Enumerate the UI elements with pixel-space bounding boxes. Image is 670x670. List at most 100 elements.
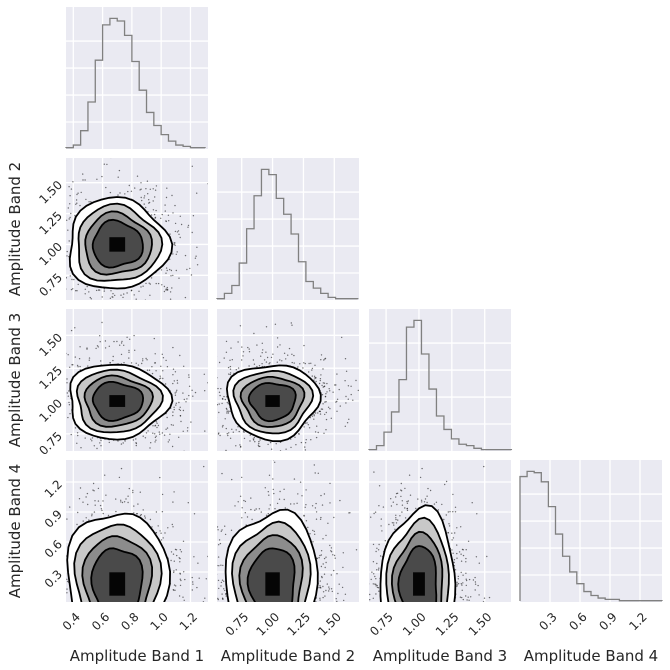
scatter-point (179, 549, 181, 551)
scatter-point (149, 188, 151, 190)
scatter-point (86, 347, 88, 349)
scatter-point (313, 464, 315, 466)
scatter-point (232, 431, 234, 433)
scatter-point (217, 416, 218, 418)
scatter-point (322, 596, 324, 599)
scatter-point (486, 555, 488, 558)
scatter-point (352, 399, 354, 401)
scatter-point (294, 436, 296, 438)
scatter-point (27, 573, 28, 574)
scatter-point (214, 592, 215, 593)
scatter-point (325, 411, 327, 414)
scatter-point (215, 527, 216, 528)
scatter-point (123, 293, 125, 295)
scatter-point (219, 434, 221, 437)
scatter-point (308, 371, 310, 373)
scatter-point (171, 194, 173, 197)
scatter-point (61, 587, 62, 588)
scatter-point (325, 393, 327, 395)
scatter-point (160, 539, 163, 541)
scatter-point (152, 209, 155, 211)
scatter-point (59, 239, 60, 240)
scatter-point (216, 587, 217, 588)
scatter-point (193, 556, 195, 558)
scatter-point (217, 433, 220, 435)
scatter-point (241, 517, 243, 519)
scatter-point (345, 395, 347, 398)
scatter-point (322, 563, 324, 565)
scatter-point (214, 396, 215, 397)
scatter-point (154, 441, 156, 443)
scatter-point (127, 190, 129, 193)
scatter-point (51, 599, 52, 600)
scatter-point (133, 512, 135, 514)
scatter-point (355, 549, 358, 551)
scatter-point (218, 403, 220, 405)
scatter-point (183, 571, 185, 573)
scatter-point (69, 413, 71, 415)
scatter-point (311, 415, 314, 417)
scatter-point (64, 220, 65, 221)
scatter-point (350, 385, 352, 387)
scatter-point (151, 366, 153, 368)
scatter-point (166, 288, 169, 291)
scatter-point (229, 437, 232, 439)
scatter-point (293, 478, 296, 480)
scatter-point (128, 357, 130, 359)
scatter-point (192, 583, 194, 585)
scatter-point (393, 522, 395, 524)
scatter-point (222, 424, 224, 427)
scatter-point (217, 597, 219, 600)
scatter-point (87, 365, 89, 367)
scatter-point (254, 509, 256, 511)
scatter-point (128, 349, 130, 352)
scatter-point (212, 489, 213, 490)
scatter-point (314, 377, 316, 379)
scatter-point (359, 576, 360, 577)
scatter-point (225, 351, 228, 353)
scatter-point (279, 344, 281, 346)
scatter-point (41, 166, 42, 167)
scatter-point (320, 516, 322, 519)
scatter-point (221, 579, 224, 581)
scatter-point (226, 401, 228, 404)
scatter-point (217, 356, 218, 358)
scatter-point (96, 447, 98, 450)
scatter-point (77, 283, 79, 286)
scatter-point (192, 581, 194, 583)
scatter-point (75, 199, 78, 201)
scatter-point (115, 510, 117, 513)
scatter-point (92, 489, 94, 491)
scatter-point (175, 269, 177, 272)
scatter-point (248, 351, 251, 353)
scatter-point (92, 482, 95, 485)
scatter-point (161, 493, 164, 496)
scatter-point (155, 435, 157, 437)
scatter-point (66, 277, 67, 279)
scatter-point (304, 506, 306, 508)
contour-core (265, 572, 280, 596)
scatter-point (273, 492, 275, 495)
scatter-point (103, 456, 104, 457)
scatter-point (211, 359, 212, 360)
scatter-point (84, 179, 86, 181)
scatter-point (173, 380, 175, 382)
scatter-point (173, 584, 176, 586)
scatter-point (338, 388, 340, 391)
scatter-point (328, 590, 330, 592)
scatter-point (283, 352, 286, 354)
scatter-point (265, 452, 266, 453)
scatter-point (141, 362, 143, 365)
scatter-point (205, 578, 207, 580)
scatter-point (319, 554, 321, 557)
scatter-point (164, 383, 167, 385)
scatter-point (28, 371, 29, 372)
scatter-point (325, 401, 327, 403)
scatter-point (179, 236, 181, 239)
scatter-point (60, 589, 61, 590)
scatter-point (191, 231, 193, 234)
scatter-point (75, 203, 77, 205)
scatter-point (145, 357, 147, 360)
scatter-point (313, 379, 315, 381)
scatter-point (140, 196, 142, 199)
